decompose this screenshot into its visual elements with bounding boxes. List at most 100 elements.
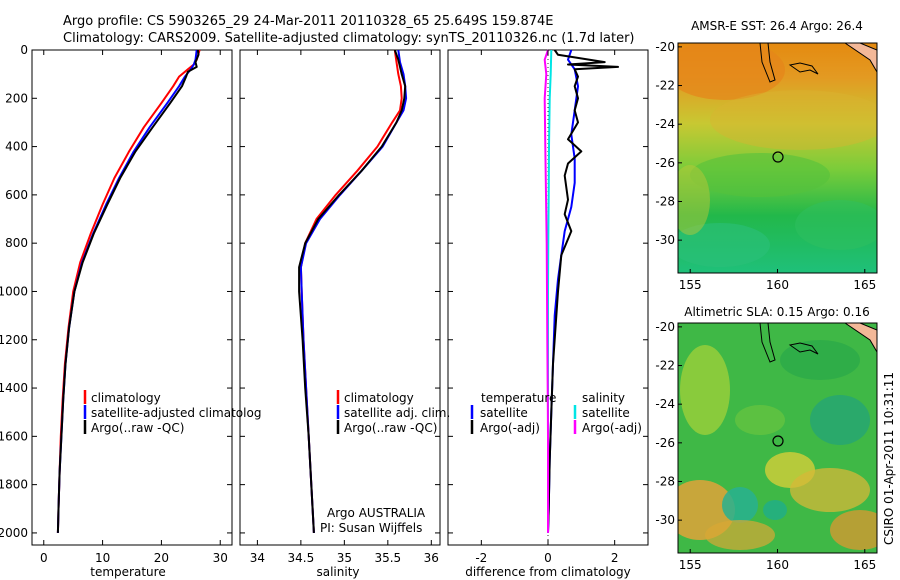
salinity-x-ticks: 34 34.5 35 35.5 36	[250, 50, 439, 565]
series-line-temperature-argo-adj	[547, 49, 619, 533]
x-tick-label: 36	[424, 551, 439, 565]
difference-panel: -2 0 2 difference from climatology tempera…	[447, 49, 649, 579]
legend-title-salinity: salinity	[582, 391, 625, 405]
x-tick-label: 34.5	[288, 551, 315, 565]
difference-legend: temperature satellite Argo(-adj) salinit…	[470, 391, 642, 435]
sst-x-ticks: 155 160 165	[679, 269, 876, 292]
map-y-tick-label: -24	[655, 397, 675, 411]
map-y-tick-label: -22	[655, 79, 675, 93]
sst-y-ticks: -20 -22 -24 -26 -28 -30	[655, 40, 682, 247]
map-y-tick-label: -22	[655, 359, 675, 373]
legend-label-climatology: climatology	[91, 391, 161, 405]
x-tick-label: 20	[154, 551, 169, 565]
temperature-y-ticks: 0 200 400 600 800 1000 1200 1400 1600 1800 2000	[0, 43, 232, 540]
x-tick-label: 35.5	[374, 551, 401, 565]
salinity-axes-frame	[239, 49, 441, 546]
y-tick-label: 1200	[0, 333, 28, 347]
difference-series	[543, 49, 619, 533]
sst-map-panel: AMSR-E SST: 26.4 Argo: 26.4 155 160 165 -2…	[655, 19, 878, 292]
series-line-climatology	[299, 49, 403, 533]
series-line-argo-raw-qc	[298, 49, 407, 533]
y-tick-label: 0	[20, 43, 28, 57]
sst-heatmap	[678, 43, 877, 273]
legend-label-sal-satellite: satellite	[582, 406, 630, 420]
sst-argo-location-marker	[772, 151, 784, 163]
legend-label-satellite: satellite-adjusted climatolog	[91, 406, 261, 420]
sla-heatmap	[678, 323, 877, 553]
temperature-xlabel: temperature	[90, 565, 165, 579]
series-line-satellite-adjusted-climatology	[56, 49, 198, 533]
series-line-salinity-argo-adj	[543, 49, 549, 533]
map-x-tick-label: 165	[853, 558, 876, 572]
salinity-y-ticks	[240, 49, 440, 534]
temperature-series	[56, 49, 201, 533]
sla-map-panel: Altimetric SLA: 0.15 Argo: 0.16 155 160 16…	[655, 305, 878, 572]
salinity-legend: climatology satellite adj. clim. Argo(..…	[336, 390, 450, 435]
legend-label-temp-argo: Argo(-adj)	[480, 421, 540, 435]
y-tick-label: 1000	[0, 284, 28, 298]
y-tick-label: 1400	[0, 381, 28, 395]
map-x-tick-label: 155	[679, 278, 702, 292]
x-tick-label: 30	[213, 551, 228, 565]
salinity-series	[298, 49, 408, 533]
sla-x-ticks: 155 160 165	[679, 549, 876, 572]
y-tick-label: 400	[5, 140, 28, 154]
map-y-tick-label: -28	[655, 194, 675, 208]
map-x-tick-label: 160	[766, 278, 789, 292]
map-y-tick-label: -26	[655, 436, 675, 450]
map-y-tick-label: -28	[655, 474, 675, 488]
sst-map-title: AMSR-E SST: 26.4 Argo: 26.4	[691, 19, 863, 33]
series-line-argo-raw-qc	[56, 49, 200, 533]
temperature-legend: climatology satellite-adjusted climatolo…	[83, 390, 261, 435]
y-tick-label: 2000	[0, 526, 28, 540]
x-tick-label: 10	[95, 551, 110, 565]
temperature-panel: 0 10 20 30 0 200 400 600 800 1000 1200 1400 1600 180…	[0, 43, 261, 579]
legend-label-climatology: climatology	[344, 391, 414, 405]
sla-argo-location-marker	[772, 435, 784, 447]
difference-y-ticks	[448, 49, 648, 534]
difference-xlabel: difference from climatology	[465, 565, 631, 579]
map-x-tick-label: 160	[766, 558, 789, 572]
y-tick-label: 600	[5, 188, 28, 202]
sla-y-ticks: -20 -22 -24 -26 -28 -30	[655, 320, 682, 527]
series-line-satellite-adj-clim	[299, 49, 408, 533]
x-tick-label: 0	[544, 551, 552, 565]
y-tick-label: 1600	[0, 429, 28, 443]
legend-label-argo: Argo(..raw -QC)	[91, 421, 184, 435]
annotation-argo-australia: Argo AUSTRALIA	[327, 506, 426, 520]
map-y-tick-label: -24	[655, 117, 675, 131]
difference-x-ticks: -2 0 2	[475, 50, 618, 565]
x-tick-label: 34	[250, 551, 265, 565]
salinity-panel: 34 34.5 35 35.5 36 salinity climatology sate…	[239, 49, 450, 579]
sla-map-title: Altimetric SLA: 0.15 Argo: 0.16	[684, 305, 869, 319]
map-x-tick-label: 155	[679, 558, 702, 572]
x-tick-label: 2	[611, 551, 619, 565]
temperature-x-ticks: 0 10 20 30	[40, 50, 228, 565]
y-tick-label: 800	[5, 236, 28, 250]
map-y-tick-label: -26	[655, 156, 675, 170]
map-y-tick-label: -20	[655, 40, 675, 54]
salinity-xlabel: salinity	[316, 565, 359, 579]
x-tick-label: -2	[475, 551, 487, 565]
side-timestamp: CSIRO 01-Apr-2011 10:31:11	[882, 372, 896, 545]
legend-label-argo: Argo(..raw -QC)	[344, 421, 437, 435]
header-line-2: Climatology: CARS2009. Satellite-adjuste…	[63, 31, 635, 46]
series-line-climatology	[56, 49, 201, 533]
map-y-tick-label: -30	[655, 233, 675, 247]
legend-label-sal-argo: Argo(-adj)	[582, 421, 642, 435]
x-tick-label: 35	[337, 551, 352, 565]
y-tick-label: 1800	[0, 478, 28, 492]
map-x-tick-label: 165	[853, 278, 876, 292]
map-y-tick-label: -20	[655, 320, 675, 334]
x-tick-label: 0	[40, 551, 48, 565]
series-line-temperature-satellite	[547, 49, 579, 533]
y-tick-label: 200	[5, 91, 28, 105]
legend-label-satellite: satellite adj. clim.	[344, 406, 450, 420]
header-line-1: Argo profile: CS 5903265_29 24-Mar-2011 …	[63, 14, 553, 29]
map-y-tick-label: -30	[655, 513, 675, 527]
legend-label-temp-satellite: satellite	[480, 406, 528, 420]
series-line-salinity-satellite	[547, 49, 553, 533]
annotation-pi: PI: Susan Wijffels	[320, 521, 422, 535]
temperature-axes-frame	[31, 49, 233, 546]
